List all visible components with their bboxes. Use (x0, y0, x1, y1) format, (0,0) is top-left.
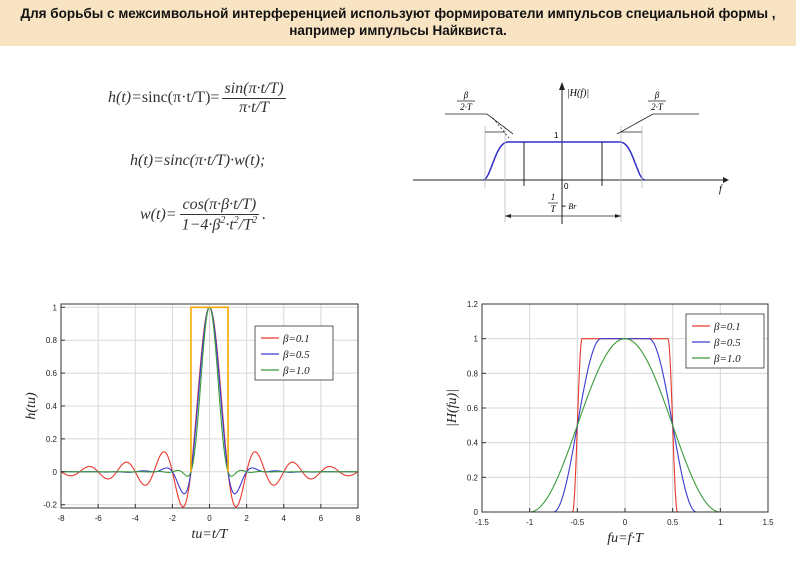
spectrum-diagram: |H(f)| f 1 0 β 2·T β 2·T 1 T = Br (413, 82, 729, 224)
formula-windowed: h(t)=sinc(π·t/T)·w(t); (130, 152, 265, 170)
formula-3-sup-3: 2 (252, 215, 258, 226)
formula-3-sup-2: 2 (233, 215, 239, 226)
diagram-x-arrow (723, 177, 729, 183)
diagram-bottom-right: = Br (561, 202, 577, 211)
left-chart-ytick-label-3: 0.4 (46, 402, 58, 411)
formula-window: w(t)= cos(π·β·t/T) 1−4·β2·t2/T2. (140, 196, 266, 234)
formula-3-left: w(t)= (140, 205, 177, 223)
left-chart-ytick-label-4: 0.6 (46, 369, 58, 378)
left-chart-legend-label-2: β=1.0 (282, 365, 310, 377)
left-chart-xlabel: tи=t/T (192, 527, 229, 542)
right-chart-xtick-label-5: 1 (718, 518, 723, 527)
right-chart-legend-label-1: β=0.5 (713, 337, 741, 349)
diagram-bottom-den: T (550, 204, 556, 214)
diagram-xlabel: f (719, 184, 723, 195)
formula-1-denominator: π·t/T (239, 99, 269, 116)
diagram-zero-label: 0 (564, 182, 569, 191)
left-chart-ylabel: h(tи) (24, 392, 39, 420)
left-chart-xtick-label-1: -6 (95, 514, 103, 523)
right-chart-xtick-label-6: 1.5 (762, 518, 774, 527)
right-chart-ytick-label-0: 0 (474, 508, 479, 517)
right-chart-ylabel: |H(fи)| (445, 389, 460, 427)
diagram-y-arrow (559, 82, 565, 90)
left-chart-legend-label-0: β=0.1 (282, 333, 310, 345)
left-chart-series-3 (190, 306, 229, 472)
left-chart-xtick-label-0: -8 (57, 514, 65, 523)
beta-right-den: 2·T (651, 102, 664, 112)
left-chart-ytick-label-5: 0.8 (46, 336, 58, 345)
diagram-bottom-arrow-left (505, 214, 511, 218)
diagram-leader-left (445, 113, 514, 135)
formula-1-mid: sinc(π·t/T)= (141, 89, 220, 107)
right-chart-legend-label-0: β=0.1 (713, 321, 741, 333)
right-chart-legend-label-2: β=1.0 (713, 353, 741, 365)
right-chart-ytick-label-6: 1.2 (467, 300, 479, 309)
diagram-leader-right (616, 113, 699, 135)
left-chart-xtick-label-8: 8 (356, 514, 361, 523)
formula-3-den-b: ·t (225, 216, 234, 234)
right-chart-xtick-label-2: -0.5 (570, 518, 584, 527)
right-chart-ytick-label-5: 1 (474, 335, 479, 344)
diagram-one-label: 1 (554, 131, 559, 140)
right-chart-xtick-label-4: 0.5 (667, 518, 679, 527)
beta-right-num: β (654, 90, 660, 100)
diagram-bottom-num: 1 (551, 192, 556, 202)
left-chart-xtick-label-5: 2 (244, 514, 249, 523)
formula-3-numerator: cos(π·β·t/T) (179, 196, 260, 215)
left-chart-xtick-label-6: 4 (282, 514, 287, 523)
right-chart-ytick-label-4: 0.8 (467, 369, 479, 378)
formula-3-fraction: cos(π·β·t/T) 1−4·β2·t2/T2 (179, 196, 260, 234)
left-chart-xtick-label-2: -4 (132, 514, 140, 523)
formula-3-den-a: 1−4·β (181, 216, 221, 234)
formula-sinc: h(t)=sinc(π·t/T)= sin(π·t/T) π·t/T (108, 80, 289, 117)
left-chart-ytick-label-0: -0.2 (43, 501, 57, 510)
impulse-response-chart: -8 -6 -4 -2 0 2 4 6 8 -0.2 0 0.2 0.4 0.6 0.8 1 β=0.1 β=0.… (24, 303, 361, 542)
diagram-bottom-arrow-right (615, 214, 621, 218)
right-chart-xlabel: fи=f·T (607, 531, 644, 546)
right-chart-ytick-label-1: 0.2 (467, 473, 479, 482)
right-chart-xtick-label-1: -1 (526, 518, 534, 527)
right-chart-legend (685, 313, 765, 369)
diagram-spectrum-curve (482, 141, 646, 181)
slide-header: Для борьбы с межсимвольной интерференцие… (0, 0, 796, 46)
left-chart-ytick-label-2: 0.2 (46, 435, 58, 444)
right-chart-xtick-label-0: -1.5 (475, 518, 489, 527)
formula-3-denominator: 1−4·β2·t2/T2 (180, 215, 260, 234)
left-chart-ytick-label-6: 1 (53, 303, 58, 312)
header-line-2: например импульсы Найквиста. (289, 23, 507, 38)
formula-1-left: h(t)= (108, 89, 142, 107)
beta-left-num: β (463, 90, 469, 100)
left-chart-xtick-label-3: -2 (169, 514, 177, 523)
right-chart-ytick-label-2: 0.4 (467, 439, 479, 448)
right-chart-ytick-label-3: 0.6 (467, 404, 479, 413)
formula-3-end: . (262, 205, 267, 223)
left-chart-xtick-label-4: 0 (207, 514, 212, 523)
left-chart-legend (254, 325, 334, 381)
formula-1-numerator: sin(π·t/T) (222, 80, 286, 99)
left-chart-xtick-label-7: 6 (319, 514, 324, 523)
formula-2-text: h(t)=sinc(π·t/T)·w(t); (130, 152, 266, 169)
left-chart-legend-label-1: β=0.5 (282, 349, 310, 361)
diagram-leader-left-dash (492, 117, 510, 139)
right-chart-xtick-label-3: 0 (623, 518, 628, 527)
beta-left-den: 2·T (460, 102, 473, 112)
formula-3-sup-1: 2 (220, 215, 226, 226)
left-chart-ytick-label-1: 0 (53, 468, 58, 477)
formula-3-den-c: /T (238, 216, 253, 234)
diagram-ylabel: |H(f)| (567, 88, 589, 99)
frequency-response-chart: -1.5 -1 -0.5 0 0.5 1 1.5 0 0.2 0.4 0.6 0.8 1 1.2 β=0.1… (445, 300, 774, 546)
formula-1-fraction: sin(π·t/T) π·t/T (222, 80, 286, 117)
header-line-1: Для борьбы с межсимвольной интерференцие… (20, 6, 776, 21)
